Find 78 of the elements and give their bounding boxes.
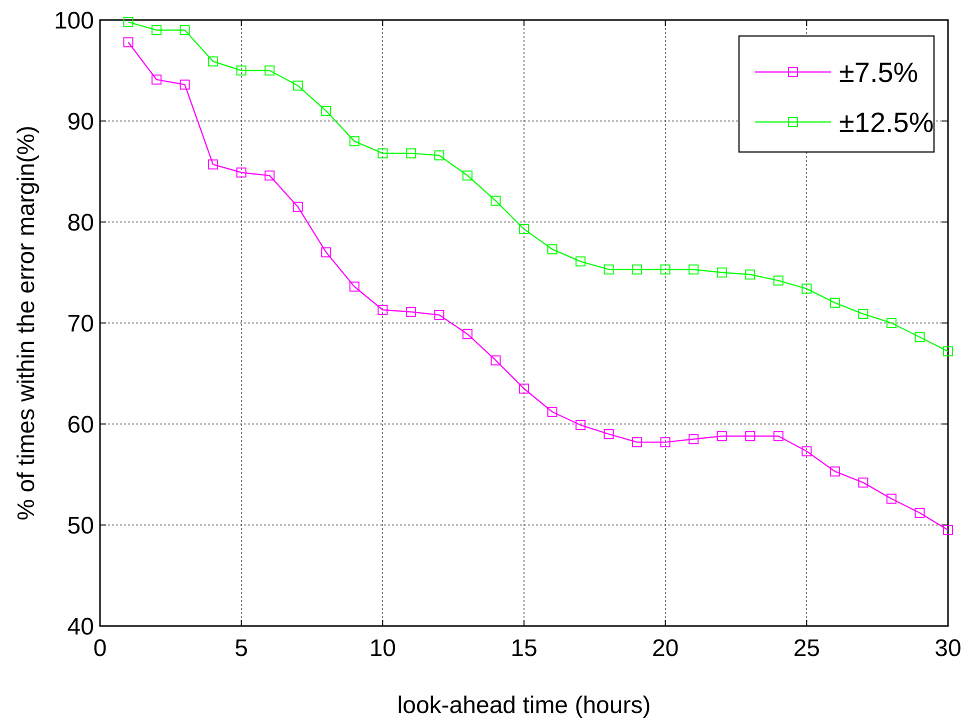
y-tick-label: 60	[67, 411, 94, 438]
point	[547, 406, 558, 417]
point	[943, 346, 953, 356]
y-tick-label: 70	[67, 310, 94, 338]
point	[208, 159, 218, 170]
point	[378, 304, 388, 315]
point	[688, 434, 699, 444]
point	[123, 37, 134, 48]
point	[349, 282, 360, 292]
point	[632, 264, 642, 274]
point	[462, 170, 472, 181]
point	[236, 66, 246, 76]
point	[292, 202, 303, 212]
x-tick-label: 30	[934, 635, 962, 662]
point	[773, 276, 784, 286]
point	[660, 264, 670, 274]
point	[886, 318, 896, 328]
point	[576, 256, 586, 266]
point	[434, 310, 444, 320]
point	[660, 437, 670, 448]
point	[802, 284, 812, 294]
point	[321, 247, 332, 258]
legend-label: ±7.5%	[839, 56, 918, 88]
point	[547, 244, 558, 254]
point	[406, 306, 416, 317]
point	[914, 508, 925, 518]
x-tick-label: 5	[234, 635, 248, 662]
legend-label: ±12.5%	[839, 106, 934, 138]
point	[264, 66, 275, 76]
y-tick-label: 100	[54, 7, 94, 34]
y-axis-title: % of times within the error margin(%)	[13, 126, 40, 520]
point	[180, 25, 190, 36]
point	[152, 25, 162, 36]
point	[943, 525, 953, 536]
point	[886, 494, 896, 504]
point	[490, 355, 501, 366]
point	[858, 308, 868, 319]
point	[123, 17, 134, 28]
point	[490, 196, 501, 206]
y-tick-label: 80	[67, 209, 94, 236]
y-tick-label: 40	[67, 613, 94, 640]
point	[349, 136, 360, 146]
point	[576, 420, 586, 430]
point	[180, 80, 190, 90]
point	[264, 170, 275, 181]
point	[604, 429, 614, 440]
point	[604, 264, 614, 274]
point	[519, 384, 529, 394]
point	[716, 268, 727, 278]
x-tick-label: 15	[510, 635, 538, 662]
x-tick-label: 25	[793, 635, 820, 662]
point	[914, 332, 925, 342]
point	[745, 270, 756, 280]
point	[208, 56, 218, 66]
point	[292, 80, 303, 91]
point	[830, 298, 840, 308]
x-tick-label: 0	[93, 635, 107, 662]
x-tick-label: 20	[652, 635, 679, 662]
point	[773, 431, 784, 442]
point	[321, 106, 332, 116]
point	[378, 148, 388, 158]
y-tick-label: 90	[67, 108, 94, 136]
point	[236, 168, 246, 178]
y-tick-label: 50	[67, 512, 94, 540]
point	[802, 446, 812, 456]
point	[519, 224, 529, 234]
x-axis-title: look-ahead time (hours)	[397, 692, 651, 719]
point	[830, 466, 840, 476]
point	[632, 437, 642, 448]
point	[434, 150, 444, 160]
point	[745, 431, 756, 442]
point	[858, 478, 868, 488]
x-tick-label: 10	[369, 635, 396, 662]
point	[406, 148, 416, 158]
point	[152, 74, 162, 85]
point	[462, 329, 472, 340]
point	[688, 264, 699, 274]
point	[716, 431, 727, 442]
